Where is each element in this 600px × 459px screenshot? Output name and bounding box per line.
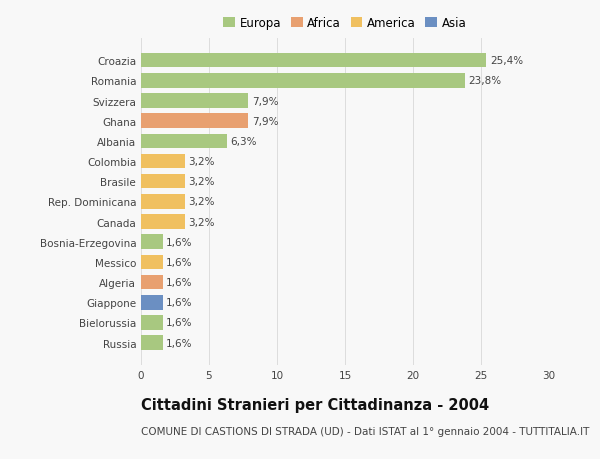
- Text: Cittadini Stranieri per Cittadinanza - 2004: Cittadini Stranieri per Cittadinanza - 2…: [141, 397, 489, 412]
- Text: 1,6%: 1,6%: [166, 338, 193, 348]
- Bar: [141, 215, 185, 230]
- Text: 1,6%: 1,6%: [166, 257, 193, 267]
- Text: 3,2%: 3,2%: [188, 197, 214, 207]
- Bar: [141, 255, 163, 269]
- Bar: [141, 336, 163, 350]
- Text: 3,2%: 3,2%: [188, 217, 214, 227]
- Legend: Europa, Africa, America, Asia: Europa, Africa, America, Asia: [218, 12, 472, 35]
- Bar: [141, 195, 185, 209]
- Text: 23,8%: 23,8%: [468, 76, 501, 86]
- Text: 7,9%: 7,9%: [252, 96, 278, 106]
- Text: 1,6%: 1,6%: [166, 318, 193, 328]
- Text: COMUNE DI CASTIONS DI STRADA (UD) - Dati ISTAT al 1° gennaio 2004 - TUTTITALIA.I: COMUNE DI CASTIONS DI STRADA (UD) - Dati…: [141, 426, 589, 436]
- Bar: [141, 174, 185, 189]
- Bar: [141, 275, 163, 290]
- Text: 1,6%: 1,6%: [166, 237, 193, 247]
- Bar: [141, 94, 248, 109]
- Bar: [141, 134, 227, 149]
- Bar: [141, 54, 487, 68]
- Bar: [141, 235, 163, 249]
- Bar: [141, 155, 185, 169]
- Text: 3,2%: 3,2%: [188, 177, 214, 187]
- Text: 3,2%: 3,2%: [188, 157, 214, 167]
- Bar: [141, 114, 248, 129]
- Bar: [141, 315, 163, 330]
- Text: 6,3%: 6,3%: [230, 137, 257, 146]
- Bar: [141, 295, 163, 310]
- Text: 1,6%: 1,6%: [166, 297, 193, 308]
- Bar: [141, 74, 464, 89]
- Text: 25,4%: 25,4%: [490, 56, 523, 66]
- Text: 7,9%: 7,9%: [252, 117, 278, 126]
- Text: 1,6%: 1,6%: [166, 278, 193, 287]
